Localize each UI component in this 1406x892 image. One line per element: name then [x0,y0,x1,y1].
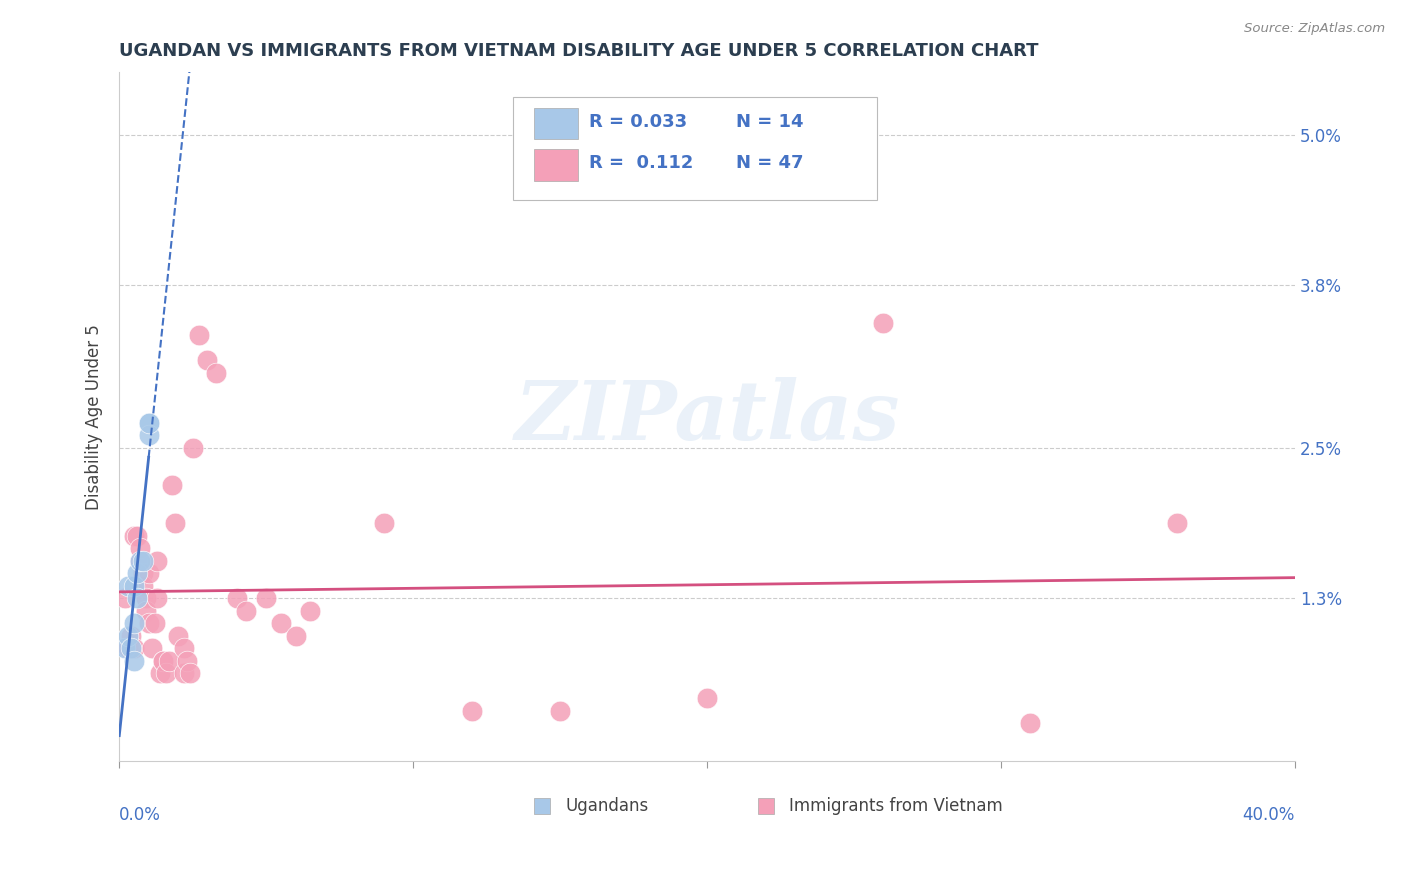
Point [122,616,145,631]
Point [120,641,142,656]
Point [128,553,150,567]
Point [160,478,183,492]
Point [176,654,198,668]
Text: Immigrants from Vietnam: Immigrants from Vietnam [789,797,1002,814]
Point [141,641,163,656]
Point [225,591,247,606]
Point [122,528,145,542]
Point [167,629,190,643]
Point [165,516,187,530]
Point [173,641,195,656]
Text: 40.0%: 40.0% [1243,805,1295,823]
Point [138,566,160,580]
Point [181,441,204,455]
Point [197,353,219,368]
Point [187,328,209,343]
Point [205,366,228,380]
Point [132,566,155,580]
Point [122,579,145,593]
Point [155,666,177,681]
Point [284,629,307,643]
Point [152,654,174,668]
Point [373,516,395,530]
Point [114,591,136,606]
Point [1166,516,1188,530]
Point [299,604,322,618]
FancyBboxPatch shape [513,96,877,200]
Point [117,641,139,656]
Point [128,553,150,567]
Point [114,641,136,656]
Point [125,566,148,580]
Point [179,666,201,681]
Point [146,553,169,567]
Point [138,428,160,442]
Text: 0.0%: 0.0% [120,805,162,823]
Point [120,629,142,643]
Point [122,654,145,668]
Point [146,591,169,606]
Point [132,553,155,567]
Point [128,541,150,555]
Text: UGANDAN VS IMMIGRANTS FROM VIETNAM DISABILITY AGE UNDER 5 CORRELATION CHART: UGANDAN VS IMMIGRANTS FROM VIETNAM DISAB… [120,42,1039,60]
Text: N = 47: N = 47 [737,154,804,172]
Point [461,704,484,718]
Point [173,666,195,681]
Point [122,641,145,656]
Point [138,416,160,430]
Text: ZIPatlas: ZIPatlas [515,376,900,457]
FancyBboxPatch shape [534,149,578,180]
Point [143,616,166,631]
Point [138,416,160,430]
Point [548,704,571,718]
Text: Source: ZipAtlas.com: Source: ZipAtlas.com [1244,22,1385,36]
Point [235,604,257,618]
Text: N = 14: N = 14 [737,113,804,131]
Point [117,579,139,593]
Point [135,591,157,606]
Point [270,616,292,631]
Text: R =  0.112: R = 0.112 [589,154,693,172]
Point [1019,716,1042,731]
Point [132,579,155,593]
Point [872,316,894,330]
Point [254,591,277,606]
Point [135,604,157,618]
FancyBboxPatch shape [534,108,578,139]
Point [138,616,160,631]
Y-axis label: Disability Age Under 5: Disability Age Under 5 [86,324,103,509]
Point [152,654,174,668]
Point [125,591,148,606]
Point [149,666,172,681]
Point [125,528,148,542]
Point [117,629,139,643]
Point [157,654,180,668]
Point [696,691,718,706]
Text: Ugandans: Ugandans [567,797,650,814]
Text: R = 0.033: R = 0.033 [589,113,688,131]
